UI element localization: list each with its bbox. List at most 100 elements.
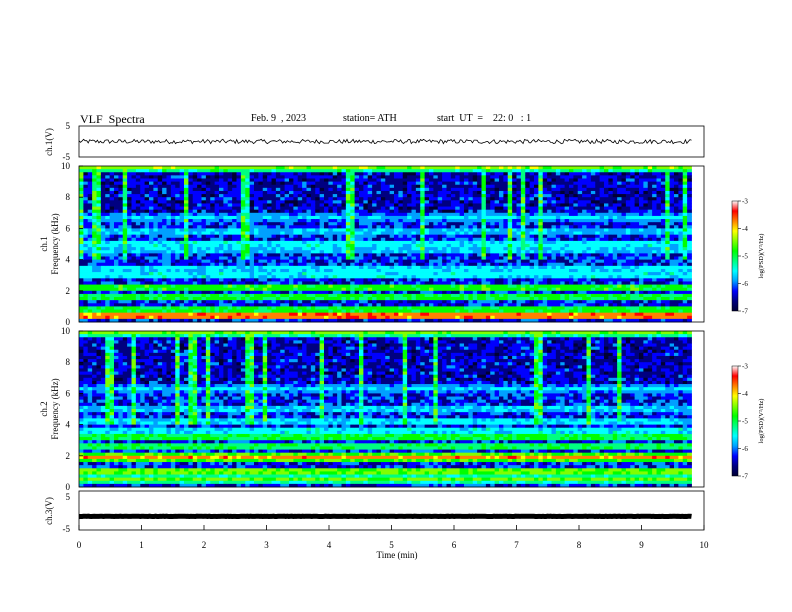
ch1-spectrogram-cell xyxy=(175,181,181,186)
ch1-spectrogram-cell xyxy=(499,225,504,229)
ch1-spectrogram-cell xyxy=(429,178,434,182)
ch1-spectrogram-cell xyxy=(105,203,111,207)
ch1-spectrogram-cell xyxy=(302,306,307,310)
ch1-spectrogram-cell xyxy=(437,203,443,207)
ch1-spectrogram-cell xyxy=(297,297,303,301)
ch1-spectrogram-cell xyxy=(464,297,469,301)
ch1-spectrogram-cell xyxy=(472,312,478,317)
ch1-spectrogram-cell xyxy=(297,215,303,220)
ch1-spectrogram-cell xyxy=(385,275,391,279)
ch1-spectrogram-cell xyxy=(214,256,220,260)
ch1-spectrogram-cell xyxy=(245,200,251,204)
ch1-spectrogram-cell xyxy=(227,231,233,236)
ch1-spectrogram-cell xyxy=(157,215,163,220)
ch1-spectrogram-cell xyxy=(131,219,137,223)
ch1-spectrogram-cell xyxy=(83,306,89,310)
ch1-spectrogram-cell xyxy=(140,253,146,257)
ch1-spectrogram-cell xyxy=(262,212,268,217)
ch1-spectrogram-cell xyxy=(302,250,307,254)
ch1-spectrogram-cell xyxy=(83,175,89,179)
ch1-spectrogram-cell xyxy=(153,215,159,220)
ch1-spectrogram-cell xyxy=(100,194,106,198)
ch1-spectrogram-cell xyxy=(188,253,194,257)
ch1-spectrogram-cell xyxy=(324,166,329,170)
ch1-spectrogram-cell xyxy=(144,219,150,223)
ch1-spectrogram-cell xyxy=(157,237,163,242)
ch1-spectrogram-cell xyxy=(350,247,356,251)
ch1-spectrogram-cell xyxy=(214,169,220,173)
ch1-spectrogram-cell xyxy=(184,169,189,173)
ch1-spectrogram-cell xyxy=(188,178,194,182)
ch1-spectrogram-cell xyxy=(499,259,504,264)
ch1-spectrogram-cell xyxy=(192,318,198,323)
ch1-spectrogram-cell xyxy=(319,209,325,214)
ch1-spectrogram-cell xyxy=(162,209,167,214)
ch1-spectrogram-cell xyxy=(79,166,84,170)
ch1-spectrogram-cell xyxy=(306,206,312,211)
ch1-spectrogram-cell xyxy=(468,268,474,273)
ch1-spectrogram-cell xyxy=(236,194,242,198)
ch1-spectrogram-cell xyxy=(459,312,465,317)
ch1-spectrogram-cell xyxy=(337,309,342,314)
ch1-spectrogram-cell xyxy=(162,200,167,204)
ch1-spectrogram-cell xyxy=(459,197,465,201)
ch1-spectrogram-cell xyxy=(481,312,487,317)
ch1-spectrogram-cell xyxy=(394,222,399,226)
ch1-spectrogram-cell xyxy=(407,206,412,211)
ch1-spectrogram-cell xyxy=(100,215,106,220)
ch1-spectrogram-cell xyxy=(100,303,106,307)
ch1-spectrogram-cell xyxy=(149,275,154,279)
ch1-spectrogram-cell xyxy=(341,287,347,292)
ch1-spectrogram-cell xyxy=(271,190,277,195)
ch1-spectrogram-cell xyxy=(402,181,408,186)
ch1-spectrogram-cell xyxy=(477,278,482,282)
ch1-spectrogram-cell xyxy=(162,318,167,323)
ch1-spectrogram-cell xyxy=(337,222,342,226)
ch1-spectrogram-cell xyxy=(184,219,189,223)
ch1-spectrogram-cell xyxy=(109,190,115,195)
ch1-spectrogram-cell xyxy=(490,275,496,279)
ch1-spectrogram-cell xyxy=(227,300,233,304)
ch1-spectrogram-cell xyxy=(205,253,211,257)
ch1-spectrogram-cell xyxy=(79,309,84,314)
ch1-spectrogram-cell xyxy=(280,262,286,267)
ch1-spectrogram-cell xyxy=(232,206,237,211)
ch1-spectrogram-cell xyxy=(205,184,211,189)
ch1-spectrogram-cell xyxy=(310,315,316,320)
ch1-spectrogram-cell xyxy=(319,312,325,317)
ch1-spectrogram-cell xyxy=(389,262,395,267)
ch1-spectrogram-cell xyxy=(79,200,84,204)
ch1-spectrogram-cell xyxy=(144,190,150,195)
ch1-spectrogram-cell xyxy=(214,287,220,292)
ch1-spectrogram-cell xyxy=(184,303,189,307)
ch1-spectrogram-cell xyxy=(275,300,281,304)
ch1-spectrogram-cell xyxy=(442,293,447,298)
ch1-spectrogram-cell xyxy=(100,166,106,170)
ch1-spectrogram-cell xyxy=(376,172,382,176)
ch1-spectrogram-cell xyxy=(227,275,233,279)
ch1-spectrogram-cell xyxy=(503,212,509,217)
ch1-spectrogram-cell xyxy=(135,172,141,176)
ch1-spectrogram-cell xyxy=(442,206,447,211)
ch1-spectrogram-cell xyxy=(284,203,290,207)
ch1-spectrogram-cell xyxy=(433,166,439,170)
ch1-spectrogram-cell xyxy=(367,222,373,226)
ch1-spectrogram-cell xyxy=(297,222,303,226)
ch1-spectrogram-cell xyxy=(490,244,496,248)
ch1-spectrogram-cell xyxy=(459,253,465,257)
ch1-spectrogram-cell xyxy=(503,184,509,189)
ch1-spectrogram-cell xyxy=(310,209,316,214)
ch1-spectrogram-cell xyxy=(144,300,150,304)
ch1-spectrogram-cell xyxy=(201,306,207,310)
ch1-spectrogram-cell xyxy=(363,197,369,201)
ch1-spectrogram-cell xyxy=(354,293,360,298)
ch1-spectrogram-cell xyxy=(459,256,465,260)
ch1-spectrogram-cell xyxy=(503,231,509,236)
ch1-spectrogram-cell xyxy=(118,247,124,251)
ch1-spectrogram-cell xyxy=(324,231,329,236)
ch1-spectrogram-cell xyxy=(315,215,321,220)
ch1-spectrogram-cell xyxy=(219,231,224,236)
ch1-spectrogram-cell xyxy=(240,228,246,232)
ch1-spectrogram-cell xyxy=(240,268,246,273)
ch1-spectrogram-cell xyxy=(245,309,251,314)
